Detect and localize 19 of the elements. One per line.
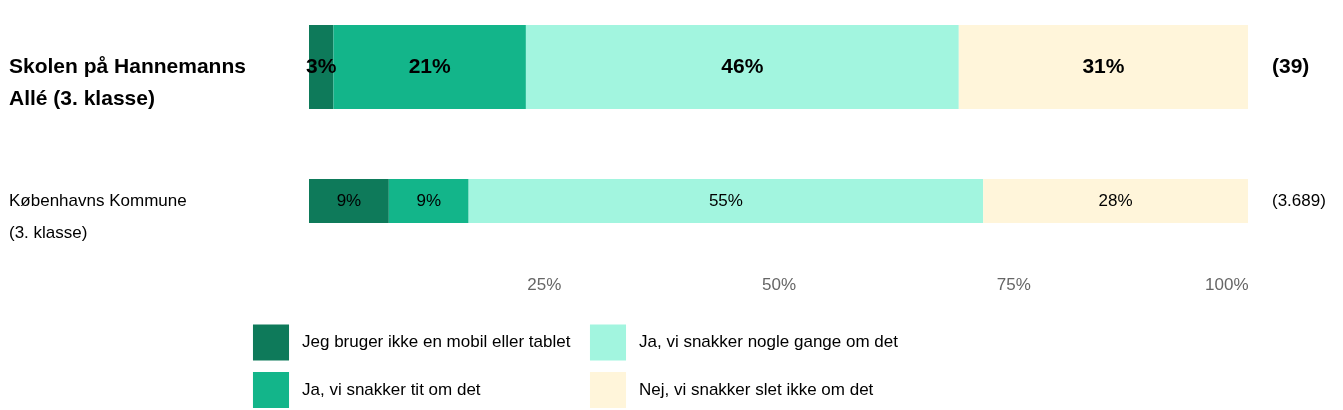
legend-label: Ja, vi snakker tit om det bbox=[302, 380, 481, 399]
data-label: 21% bbox=[408, 54, 451, 77]
legend-label: Jeg bruger ikke en mobil eller tablet bbox=[302, 332, 571, 352]
annotation: (39) bbox=[1272, 54, 1310, 77]
data-label: 31% bbox=[1082, 54, 1125, 77]
data-label: 9% bbox=[336, 191, 362, 210]
data-label: 46% bbox=[721, 54, 764, 77]
data-label: 9% bbox=[416, 191, 442, 210]
y-tick-label: Skolen på Hannemanns Allé (3. klasse) bbox=[9, 54, 246, 109]
annotation: (3.689) bbox=[1272, 191, 1326, 210]
x-tick-label: 25% bbox=[527, 274, 562, 294]
x-tick-label: 75% bbox=[996, 274, 1031, 294]
legend-label: Ja, vi snakker nogle gange om det bbox=[639, 332, 899, 352]
x-tick-label: 100% bbox=[1205, 274, 1249, 294]
x-tick-label: 50% bbox=[761, 274, 797, 294]
legend-label: Nej, vi snakker slet ikke om det bbox=[639, 380, 874, 399]
y-tick-label: Københavns Kommune (3. klasse) bbox=[9, 191, 187, 242]
data-label: 55% bbox=[708, 191, 743, 210]
data-label: 28% bbox=[1098, 191, 1133, 210]
